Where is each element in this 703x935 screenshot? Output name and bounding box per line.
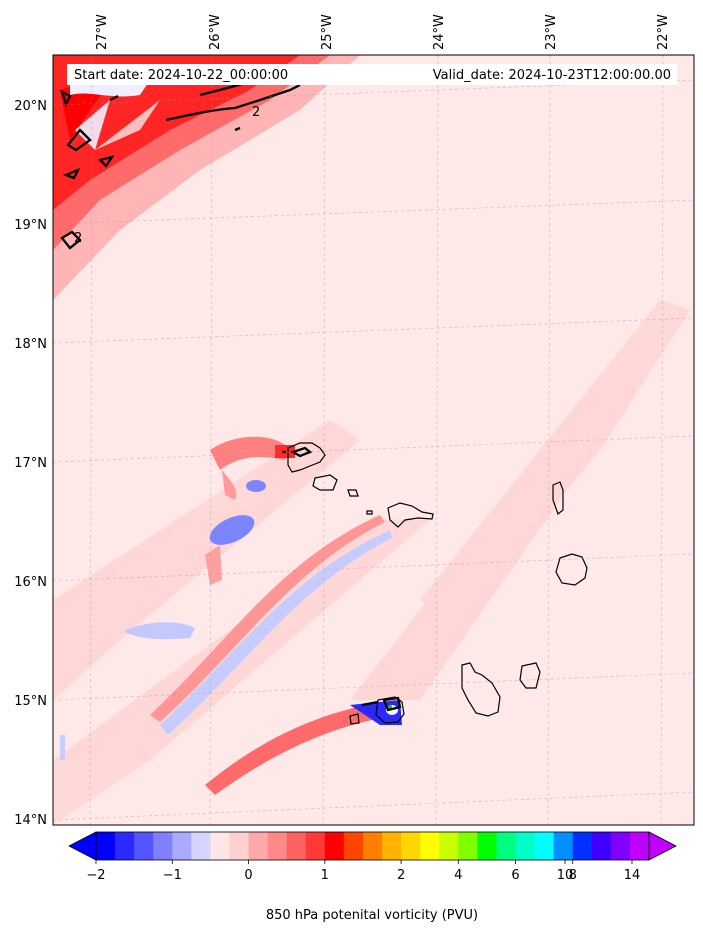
colorbar-tick-label: 14 <box>624 868 641 883</box>
colorbar-cell <box>248 832 269 860</box>
colorbar-tick-label: 2 <box>397 868 405 883</box>
colorbar-cell <box>610 832 631 860</box>
lon-label-26w: 26°W <box>208 14 223 50</box>
lat-label-20n: 20°N <box>14 99 47 114</box>
colorbar-cell <box>172 832 192 860</box>
pv-diagonal-filament <box>150 515 392 735</box>
lat-label-16n: 16°N <box>14 575 47 590</box>
colorbar-cell <box>629 832 650 860</box>
santo-antao-coastline <box>287 442 326 473</box>
lat-label-17n: 17°N <box>14 456 47 471</box>
boa-vista-coastline <box>555 553 588 586</box>
colorbar-tick-label: 6 <box>511 868 519 883</box>
start-date-label: Start date: 2024-10-22_00:00:00 <box>74 68 288 83</box>
colorbar-cell <box>343 832 364 860</box>
colorbar-cell <box>134 832 154 860</box>
lat-label-19n: 19°N <box>14 218 47 233</box>
colorbar-cell <box>267 832 288 860</box>
map-frame <box>52 54 695 826</box>
colorbar-tick-label: 4 <box>454 868 462 883</box>
colorbar: −2 −1 0 1 2 4 6 810 14 850 hPa potenital vortici… <box>68 831 677 923</box>
colorbar-cells <box>96 832 650 860</box>
colorbar-cell <box>458 832 478 860</box>
lat-label-18n: 18°N <box>14 337 47 352</box>
colorbar-cell <box>496 832 517 860</box>
colorbar-cell <box>362 832 383 860</box>
colorbar-cell <box>153 832 173 860</box>
colorbar-cell <box>420 832 440 860</box>
colorbar-cell <box>515 832 536 860</box>
lon-label-25w: 25°W <box>320 14 335 50</box>
sal-coastline <box>552 481 564 515</box>
colorbar-cell <box>553 832 574 860</box>
sao-vicente-coastline <box>312 474 338 491</box>
pv-island-wake-positive <box>205 436 295 585</box>
colorbar-tick-label: 10 <box>557 868 574 883</box>
colorbar-cell <box>439 832 459 860</box>
colorbar-cell <box>115 832 135 860</box>
lon-label-24w: 24°W <box>432 14 447 50</box>
colorbar-cell <box>305 832 326 860</box>
contour-label-2: 2 <box>252 105 260 120</box>
colorbar-cell <box>229 832 250 860</box>
colorbar-cell <box>286 832 307 860</box>
colorbar-tick-label: −2 <box>86 868 105 883</box>
coastline-group <box>287 442 588 725</box>
colorbar-frame <box>95 831 650 861</box>
colorbar-cell <box>534 832 555 860</box>
lon-label-27w: 27°W <box>95 14 110 50</box>
sao-nicolau-coastline <box>366 502 434 528</box>
lat-label-15n: 15°N <box>14 694 47 709</box>
colorbar-cell <box>572 832 593 860</box>
santiago-coastline <box>461 662 501 717</box>
colorbar-cell <box>210 832 230 860</box>
colorbar-tick-label: 8 <box>569 868 577 883</box>
lon-label-23w: 23°W <box>544 14 559 50</box>
colorbar-title: 850 hPa potenital vorticity (PVU) <box>266 908 478 923</box>
maio-coastline <box>519 662 541 689</box>
colorbar-cell <box>324 832 345 860</box>
colorbar-cell <box>96 832 116 860</box>
colorbar-extend-low <box>68 831 97 861</box>
colorbar-cell <box>477 832 497 860</box>
colorbar-cell <box>382 832 402 860</box>
colorbar-tick-label: 1 <box>321 868 329 883</box>
colorbar-ticks: −2 −1 0 1 2 4 6 810 14 <box>86 860 640 883</box>
graticule <box>53 55 694 825</box>
colorbar-tick-label: −1 <box>163 868 182 883</box>
valid-date-label: Valid_date: 2024-10-23T12:00:00.00 <box>433 68 671 83</box>
lon-label-22w: 22°W <box>656 14 671 50</box>
contour-label-2-west: 2 <box>74 231 82 246</box>
colorbar-extend-high <box>648 831 677 861</box>
lat-label-14n: 14°N <box>14 813 47 828</box>
longitude-labels: 27°W 26°W 25°W 24°W 23°W 22°W <box>95 14 671 50</box>
santa-luzia-coastline <box>347 489 359 497</box>
brava-coastline <box>349 713 360 725</box>
map-panel: 2 2 Start date: 2024-10-22_00:00:00 Vali… <box>53 55 694 825</box>
colorbar-tick-label: 0 <box>244 868 252 883</box>
colorbar-cell <box>191 832 211 860</box>
colorbar-cell <box>401 832 421 860</box>
colorbar-cell <box>591 832 612 860</box>
latitude-labels: 20°N 19°N 18°N 17°N 16°N 15°N 14°N <box>14 99 47 828</box>
info-banner <box>67 64 677 85</box>
